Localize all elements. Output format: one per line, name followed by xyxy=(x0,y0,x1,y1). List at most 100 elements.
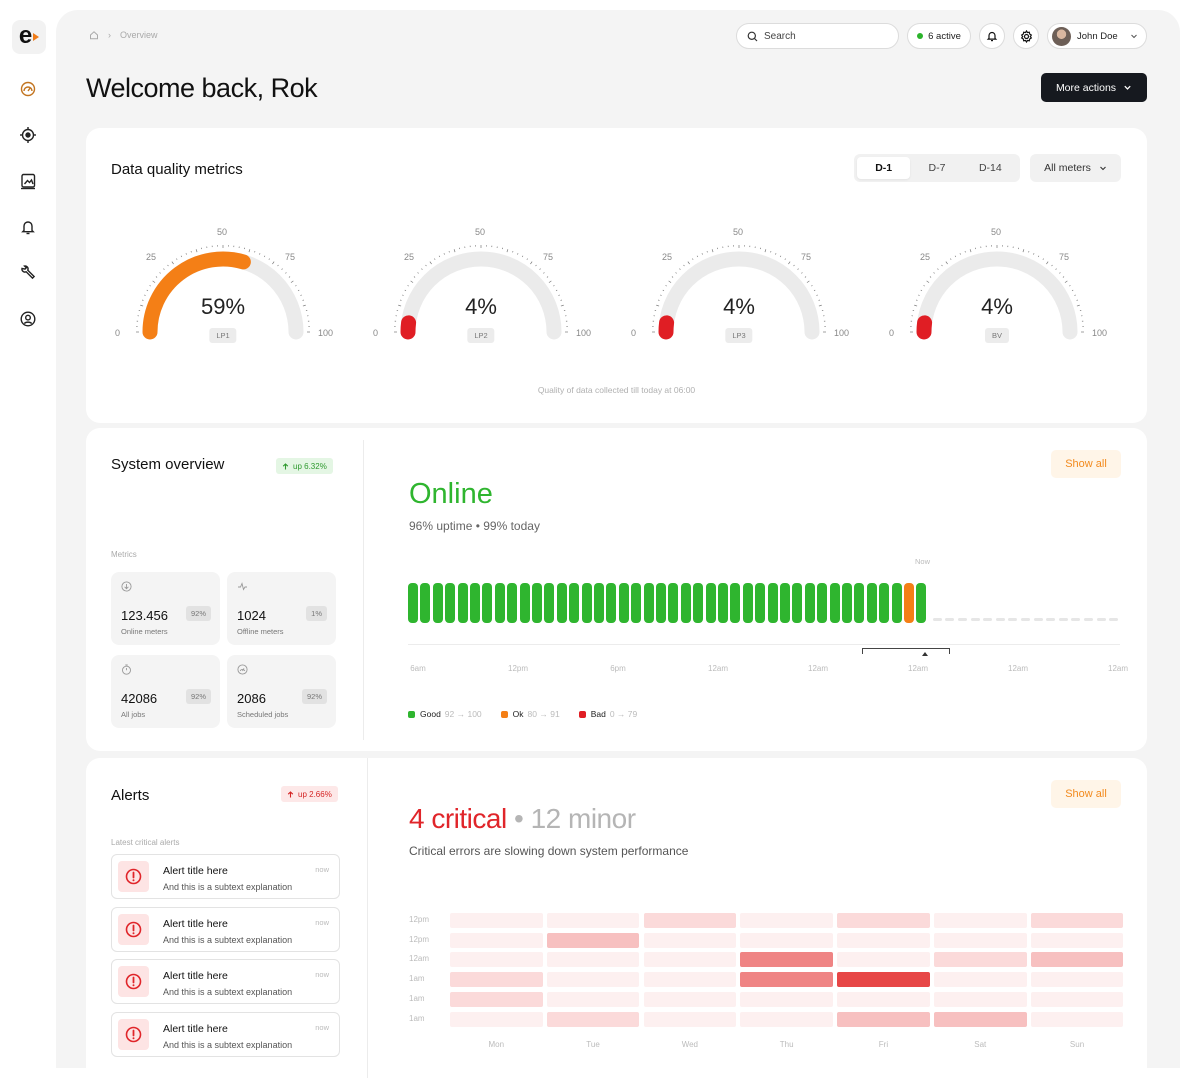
uptime-bar[interactable] xyxy=(432,583,443,623)
uptime-bar[interactable] xyxy=(742,583,753,623)
meters-filter-dropdown[interactable]: All meters xyxy=(1030,154,1121,182)
uptime-bar[interactable] xyxy=(817,583,828,623)
uptime-bar[interactable] xyxy=(804,583,815,623)
home-icon[interactable] xyxy=(89,30,99,40)
tab-d7[interactable]: D-7 xyxy=(928,162,946,174)
heatmap-cell[interactable] xyxy=(740,932,833,948)
user-circle-icon[interactable] xyxy=(19,310,37,328)
tab-d14[interactable]: D-14 xyxy=(978,162,1002,174)
alert-item[interactable]: Alert title here And this is a subtext ex… xyxy=(111,854,340,899)
uptime-bar[interactable] xyxy=(519,583,530,623)
heatmap-cell[interactable] xyxy=(450,913,543,928)
heatmap-cell[interactable] xyxy=(450,952,543,968)
wrench-icon[interactable] xyxy=(19,264,37,282)
heatmap-cell[interactable] xyxy=(934,972,1027,988)
dashboard-icon[interactable] xyxy=(19,80,37,98)
heatmap-cell[interactable] xyxy=(643,913,737,928)
uptime-bar[interactable] xyxy=(618,583,629,623)
uptime-bar[interactable] xyxy=(507,583,518,623)
heatmap-cell[interactable] xyxy=(934,1011,1027,1027)
settings-button[interactable] xyxy=(1013,23,1039,49)
uptime-bar[interactable] xyxy=(594,583,604,623)
heatmap-cell[interactable] xyxy=(643,991,737,1007)
uptime-bar[interactable] xyxy=(668,583,679,623)
heatmap-cell[interactable] xyxy=(934,913,1027,928)
target-icon[interactable] xyxy=(19,126,37,144)
alert-item[interactable]: Alert title here And this is a subtext ex… xyxy=(111,959,340,1004)
alert-item[interactable]: Alert title here And this is a subtext ex… xyxy=(111,906,340,952)
heatmap-cell[interactable] xyxy=(837,913,930,928)
heatmap-cell[interactable] xyxy=(837,991,930,1007)
heatmap-cell[interactable] xyxy=(450,1011,543,1027)
heatmap-cell[interactable] xyxy=(1030,932,1124,948)
uptime-bar[interactable] xyxy=(470,583,480,623)
uptime-bar[interactable] xyxy=(854,583,865,623)
app-logo[interactable]: e xyxy=(12,20,46,54)
heatmap-cell[interactable] xyxy=(643,952,737,968)
gallery-icon[interactable] xyxy=(19,172,37,190)
system-show-all-button[interactable]: Show all xyxy=(1051,450,1121,478)
metric-scheduled-jobs[interactable]: 2086 Scheduled jobs 92% xyxy=(227,655,336,728)
heatmap-cell[interactable] xyxy=(643,1011,737,1027)
uptime-bar[interactable] xyxy=(904,583,914,623)
uptime-bar[interactable] xyxy=(606,583,617,623)
heatmap-cell[interactable] xyxy=(643,972,737,988)
heatmap-cell[interactable] xyxy=(934,991,1027,1007)
uptime-bar[interactable] xyxy=(705,583,716,623)
heatmap-cell[interactable] xyxy=(450,932,543,948)
heatmap-cell[interactable] xyxy=(643,932,737,948)
heatmap-cell[interactable] xyxy=(740,1011,833,1027)
heatmap-cell[interactable] xyxy=(934,932,1027,948)
uptime-bar[interactable] xyxy=(842,583,852,623)
uptime-bar[interactable] xyxy=(730,583,741,623)
uptime-bar[interactable] xyxy=(408,583,418,623)
uptime-bar[interactable] xyxy=(544,583,555,623)
heatmap-cell[interactable] xyxy=(837,952,930,968)
heatmap-cell[interactable] xyxy=(1030,972,1124,988)
heatmap-cell[interactable] xyxy=(546,932,640,948)
metric-online-meters[interactable]: 123.456 Online meters 92% xyxy=(111,572,220,645)
heatmap-cell[interactable] xyxy=(740,952,833,968)
uptime-bar[interactable] xyxy=(891,583,902,623)
heatmap-cell[interactable] xyxy=(1030,913,1124,928)
uptime-bar[interactable] xyxy=(482,583,493,623)
uptime-bar[interactable] xyxy=(631,583,642,623)
uptime-bar[interactable] xyxy=(420,583,431,623)
heatmap-cell[interactable] xyxy=(546,952,640,968)
uptime-bar[interactable] xyxy=(445,583,456,623)
uptime-bar[interactable] xyxy=(767,583,778,623)
uptime-bar[interactable] xyxy=(693,583,704,623)
user-menu[interactable]: John Doe xyxy=(1047,23,1147,49)
heatmap-cell[interactable] xyxy=(837,972,930,988)
heatmap-cell[interactable] xyxy=(1030,952,1124,968)
range-bracket[interactable] xyxy=(862,648,950,654)
uptime-bar[interactable] xyxy=(532,583,542,623)
uptime-bar[interactable] xyxy=(656,583,666,623)
uptime-bar[interactable] xyxy=(755,583,766,623)
uptime-bar[interactable] xyxy=(916,583,927,623)
heatmap-cell[interactable] xyxy=(934,952,1027,968)
heatmap-cell[interactable] xyxy=(1030,1011,1124,1027)
breadcrumb-current[interactable]: Overview xyxy=(120,30,158,40)
active-status-button[interactable]: 6 active xyxy=(907,23,971,49)
uptime-bar[interactable] xyxy=(879,583,890,623)
uptime-bar[interactable] xyxy=(680,583,691,623)
heatmap-cell[interactable] xyxy=(546,991,640,1007)
uptime-bar[interactable] xyxy=(581,583,592,623)
heatmap-cell[interactable] xyxy=(546,972,640,988)
heatmap-cell[interactable] xyxy=(546,1011,640,1027)
uptime-bar[interactable] xyxy=(718,583,728,623)
uptime-bar[interactable] xyxy=(457,583,468,623)
alert-item[interactable]: Alert title here And this is a subtext ex… xyxy=(111,1011,340,1057)
heatmap-cell[interactable] xyxy=(837,932,930,948)
uptime-bar[interactable] xyxy=(829,583,840,623)
uptime-bar[interactable] xyxy=(792,583,803,623)
heatmap-cell[interactable] xyxy=(740,972,833,988)
uptime-bar[interactable] xyxy=(643,583,654,623)
heatmap-cell[interactable] xyxy=(450,991,543,1007)
heatmap-cell[interactable] xyxy=(1030,991,1124,1007)
heatmap-cell[interactable] xyxy=(450,972,543,988)
notifications-button[interactable] xyxy=(979,23,1005,49)
uptime-bar[interactable] xyxy=(494,583,505,623)
alerts-show-all-button[interactable]: Show all xyxy=(1051,780,1121,808)
